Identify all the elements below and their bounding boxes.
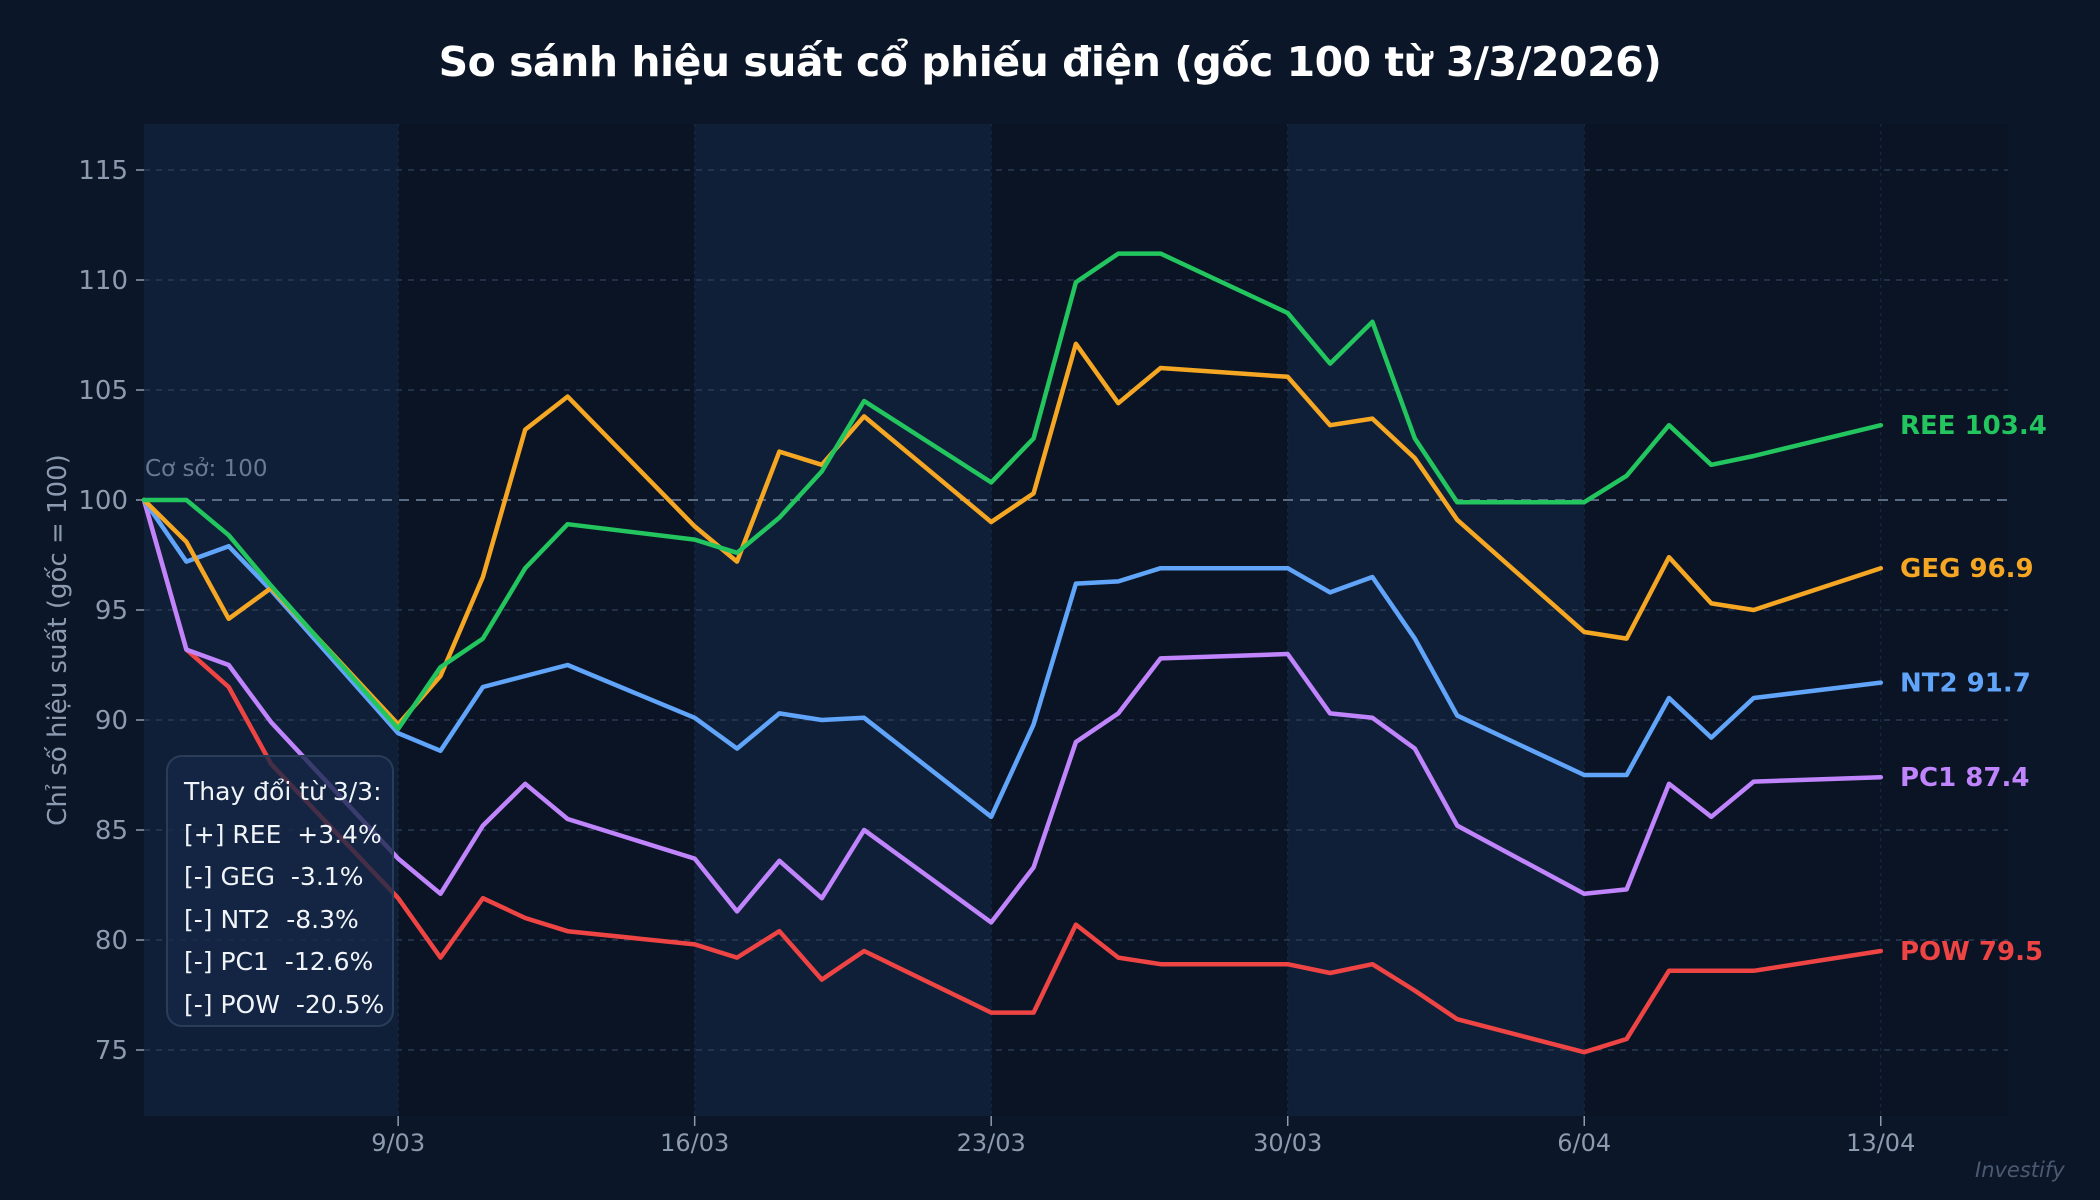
x-tick-label: 9/03: [371, 1129, 425, 1157]
end-label-geg: GEG 96.9: [1900, 554, 2034, 584]
baseline-label: Cơ sở: 100: [145, 456, 267, 482]
y-tick-label: 110: [78, 266, 128, 296]
week-band: [1287, 124, 1585, 1116]
x-tick-label: 6/04: [1557, 1129, 1611, 1157]
y-axis: 75 80 85 90 95 100 105 110 115: [78, 156, 144, 1066]
summary-line-ree: [+] REE +3.4%: [184, 819, 382, 849]
summary-title: Thay đổi từ 3/3:: [184, 777, 382, 806]
series-line-ree: [141, 251, 1884, 732]
series-line-geg: [141, 341, 1884, 727]
end-label-pow: POW 79.5: [1900, 937, 2043, 967]
x-tick-label: 16/03: [660, 1129, 729, 1157]
y-tick-label: 90: [95, 706, 128, 736]
end-label-pc1: PC1 87.4: [1900, 763, 2029, 793]
y-tick-label: 95: [95, 596, 128, 626]
watermark: Investify: [1975, 1158, 2065, 1182]
change-summary-box: Thay đổi từ 3/3: [+] REE +3.4% [-] GEG -…: [166, 755, 394, 1027]
weekly-shaded-bands: [144, 124, 2008, 1116]
y-tick-label: 75: [95, 1036, 128, 1066]
end-labels: REE 103.4 GEG 96.9 NT2 91.7 PC1 87.4 POW 79.…: [1900, 411, 2047, 967]
y-tick-label: 105: [78, 376, 128, 406]
y-tick-label: 85: [95, 816, 128, 846]
summary-line-pc1: [-] PC1 -12.6%: [184, 947, 374, 976]
y-tick-label: 80: [95, 926, 128, 956]
series-line-pow: [141, 497, 1884, 1055]
x-tick-label: 23/03: [957, 1129, 1026, 1157]
y-axis-title: Chỉ số hiệu suất (gốc = 100): [43, 454, 73, 826]
chart-title: So sánh hiệu suất cổ phiếu điện (gốc 100…: [438, 38, 1662, 86]
gridlines: [144, 124, 2008, 1116]
summary-line-pow: [-] POW -20.5%: [184, 989, 385, 1019]
summary-line-nt2: [-] NT2 -8.3%: [184, 904, 359, 934]
summary-line-geg: [-] GEG -3.1%: [184, 862, 364, 891]
end-label-ree: REE 103.4: [1900, 411, 2047, 441]
series-lines: [141, 251, 1884, 1055]
end-label-nt2: NT2 91.7: [1900, 669, 2031, 699]
y-tick-label: 100: [78, 486, 128, 516]
x-axis: 9/03 16/03 23/03 30/03 6/04 13/04: [371, 1116, 1915, 1157]
x-tick-label: 13/04: [1846, 1129, 1915, 1157]
x-tick-label: 30/03: [1253, 1129, 1322, 1157]
series-line-nt2: [141, 497, 1884, 820]
y-tick-label: 115: [78, 156, 128, 186]
series-line-pc1: [141, 497, 1884, 925]
